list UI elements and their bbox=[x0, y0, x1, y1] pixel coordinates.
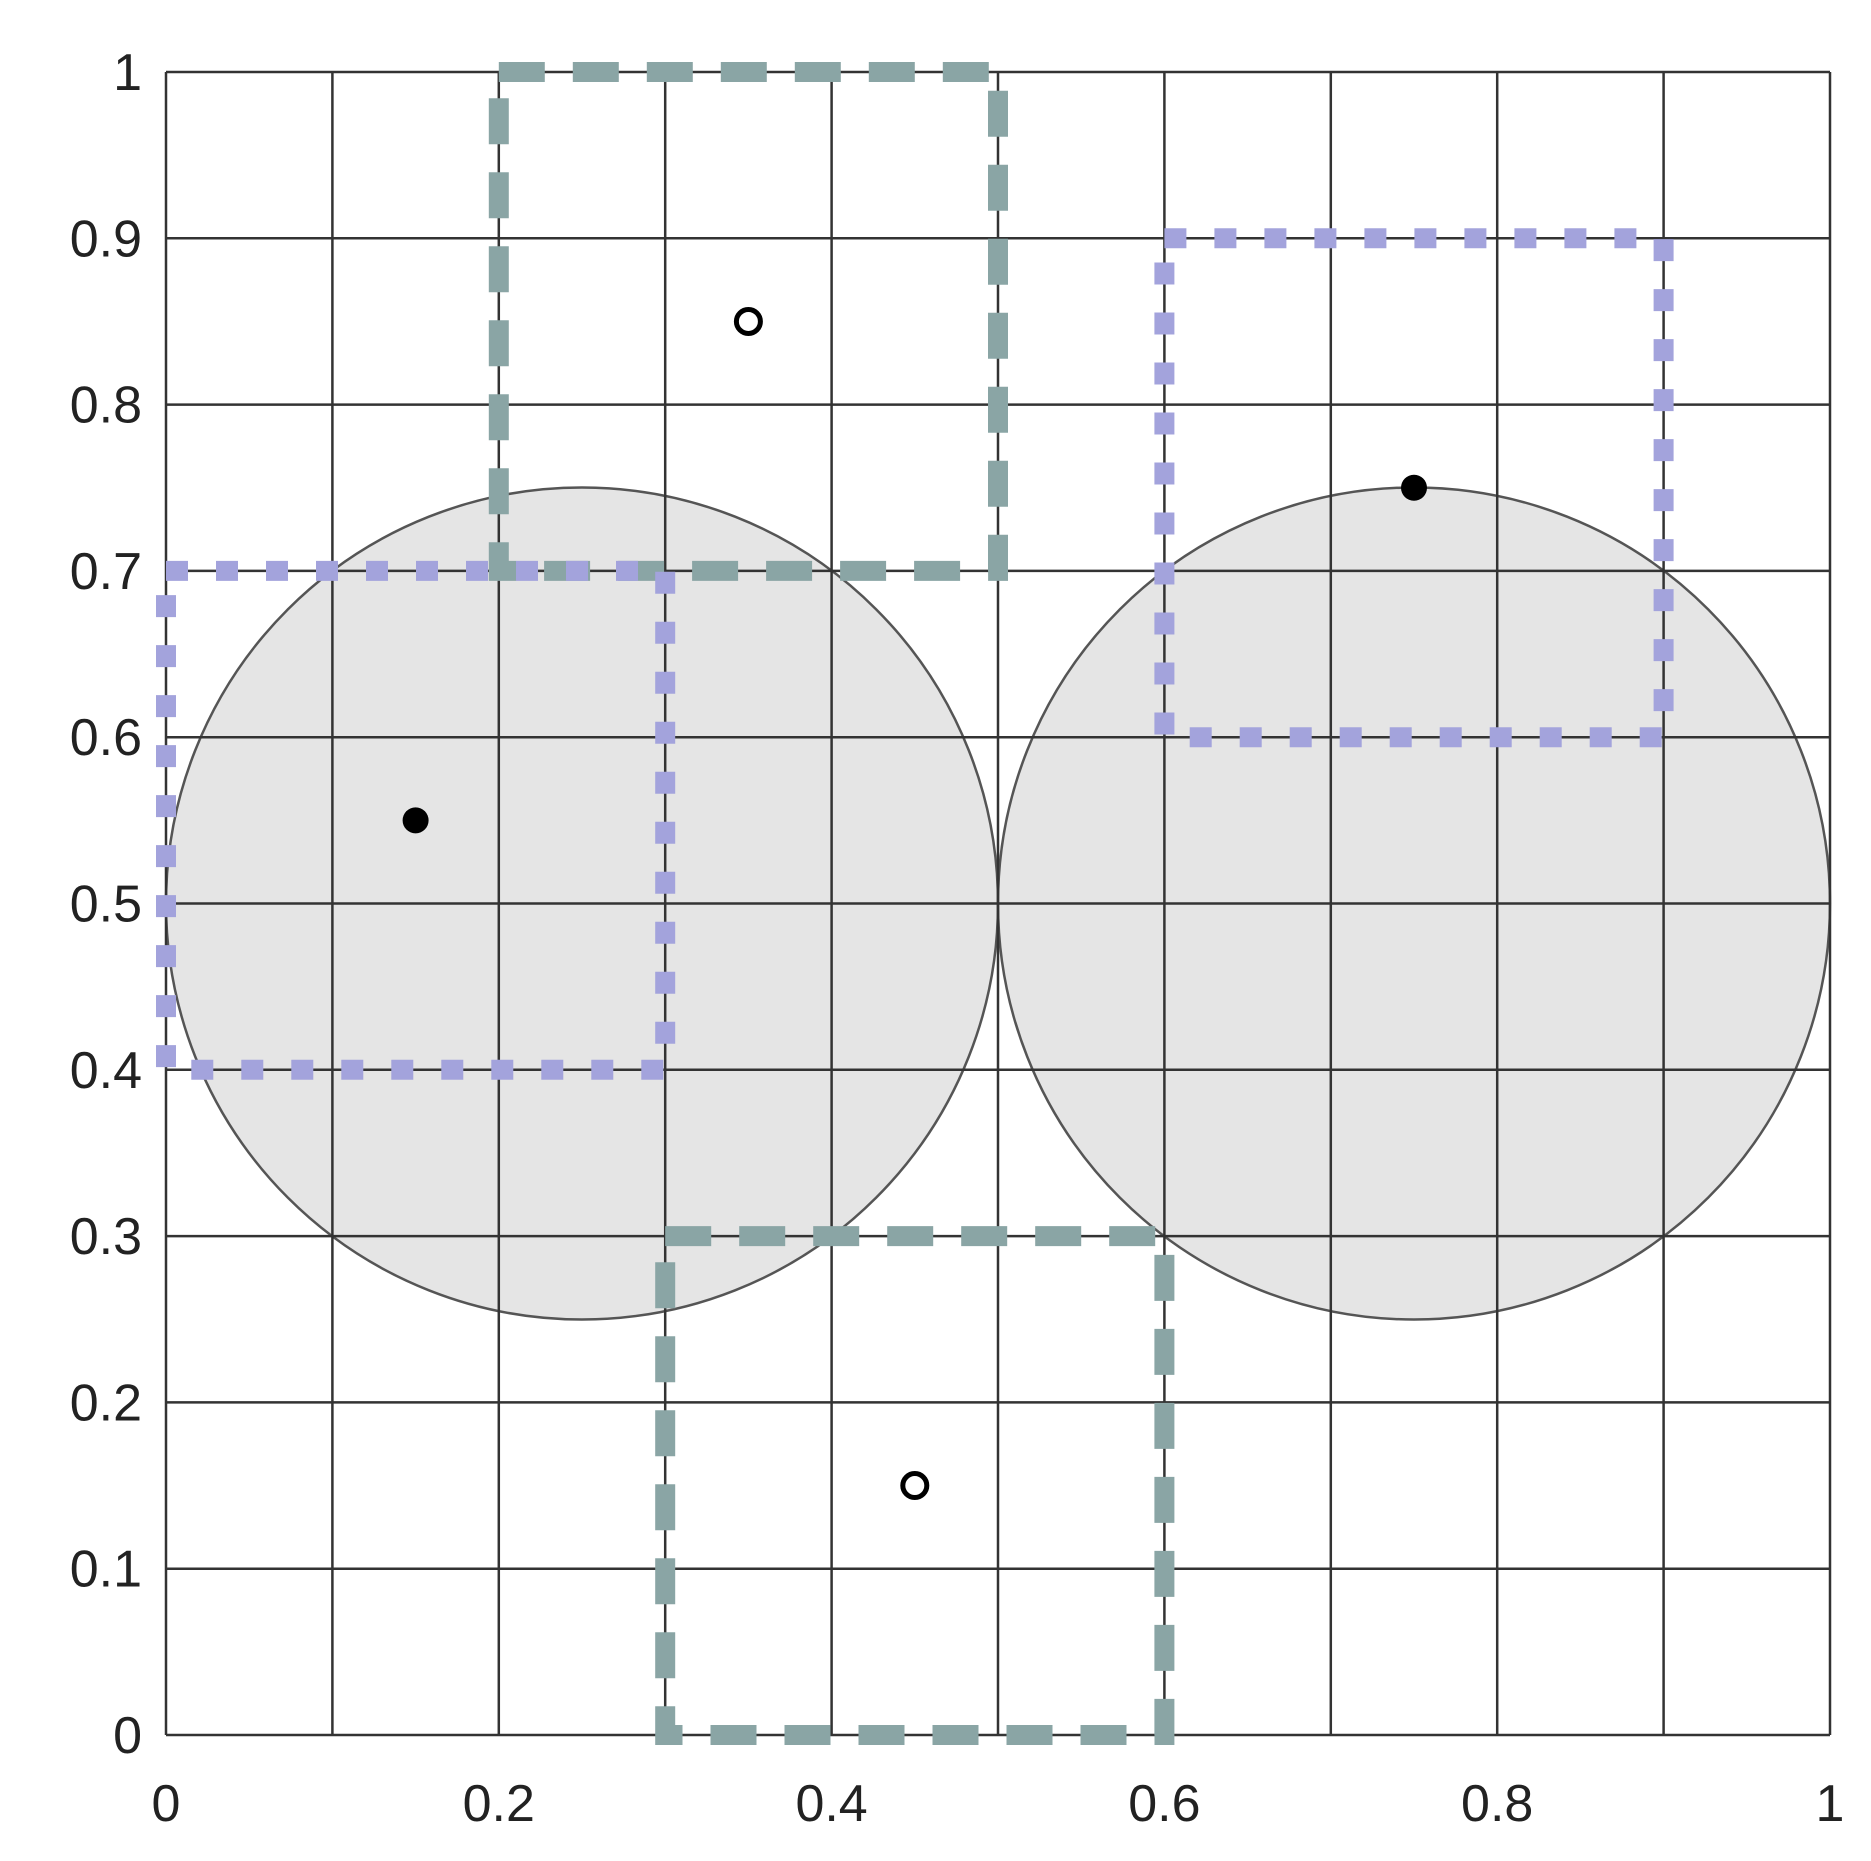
y-tick-label: 0.4 bbox=[70, 1042, 142, 1100]
x-tick-label: 0 bbox=[152, 1775, 181, 1833]
data-points bbox=[402, 306, 1427, 1501]
box-regions bbox=[156, 62, 1674, 1745]
y-tick-label: 0 bbox=[113, 1707, 142, 1765]
x-tick-label: 0.8 bbox=[1461, 1775, 1533, 1833]
y-tick-label: 0.3 bbox=[70, 1208, 142, 1266]
filled-point-2 bbox=[1401, 474, 1427, 501]
x-tick-label: 0.6 bbox=[1128, 1775, 1200, 1833]
open-point-3 bbox=[733, 306, 763, 336]
x-tick-label: 1 bbox=[1816, 1775, 1845, 1833]
y-tick-label: 1 bbox=[113, 44, 142, 102]
tick-labels: 0 0.2 0.4 0.6 0.8 1 0 0.1 0.2 0.3 0.4 0.5 0.6 0.7 0.8 0… bbox=[70, 44, 1845, 1833]
open-point-4 bbox=[900, 1471, 930, 1501]
y-tick-label: 0.2 bbox=[70, 1374, 142, 1432]
dashed-box-2 bbox=[655, 1226, 1175, 1745]
filled-point-1 bbox=[402, 807, 429, 834]
y-tick-label: 0.8 bbox=[70, 377, 142, 435]
dashed-box-1 bbox=[488, 62, 1008, 581]
y-tick-label: 0.6 bbox=[70, 709, 142, 767]
y-tick-label: 0.9 bbox=[70, 210, 142, 268]
y-tick-label: 0.5 bbox=[70, 876, 142, 934]
x-tick-label: 0.4 bbox=[795, 1775, 867, 1833]
x-tick-label: 0.2 bbox=[463, 1775, 535, 1833]
y-tick-label: 0.1 bbox=[70, 1541, 142, 1599]
y-tick-label: 0.7 bbox=[70, 543, 142, 601]
